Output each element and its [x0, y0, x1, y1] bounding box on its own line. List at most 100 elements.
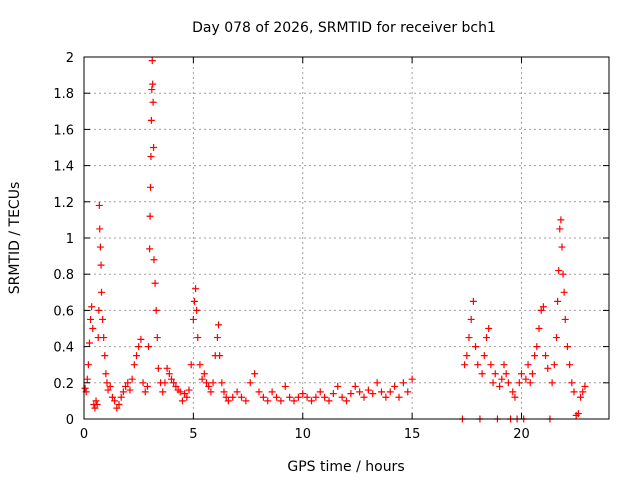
data-point: [89, 325, 97, 332]
data-point: [533, 343, 541, 351]
data-point: [286, 393, 294, 401]
data-point: [196, 361, 204, 369]
data-point: [189, 315, 197, 323]
data-point: [515, 379, 523, 387]
data-point: [369, 390, 377, 398]
data-point: [168, 375, 175, 383]
data-point: [556, 225, 564, 233]
data-point: [147, 116, 155, 124]
data-point: [193, 306, 201, 314]
data-point: [524, 361, 532, 369]
y-tick-label: 0.2: [53, 377, 74, 392]
grid-lines: [84, 57, 609, 419]
data-point: [474, 361, 482, 369]
data-point: [242, 397, 250, 405]
data-point: [81, 384, 89, 392]
data-point: [478, 370, 486, 378]
data-point: [126, 386, 134, 394]
data-point: [159, 388, 167, 396]
data-point: [143, 382, 151, 390]
data-point: [147, 153, 155, 161]
data-point: [187, 361, 195, 369]
y-tick-label: 0.6: [53, 304, 74, 319]
data-point: [139, 379, 147, 387]
data-point: [216, 352, 224, 360]
data-point: [399, 379, 407, 387]
data-point: [281, 382, 289, 390]
data-point: [222, 393, 230, 401]
data-point: [491, 370, 499, 378]
data-point: [106, 382, 114, 390]
data-point: [183, 393, 191, 401]
data-point: [102, 370, 110, 378]
data-point: [194, 334, 202, 342]
data-point: [95, 201, 103, 209]
data-point: [277, 397, 285, 405]
data-point: [550, 361, 558, 369]
data-point: [224, 397, 232, 405]
data-point: [395, 393, 403, 401]
data-point: [581, 382, 589, 390]
data-point: [560, 288, 568, 296]
data-point: [135, 343, 143, 351]
x-tick-label: 5: [189, 427, 197, 442]
data-point: [504, 379, 512, 387]
data-point: [246, 379, 254, 387]
data-point: [509, 388, 517, 396]
data-point: [502, 370, 510, 378]
data-point: [294, 393, 302, 401]
data-point: [141, 388, 149, 396]
data-point: [489, 379, 497, 387]
data-point: [303, 393, 311, 401]
data-point: [113, 404, 121, 412]
data-point: [92, 397, 100, 405]
data-point: [548, 379, 556, 387]
data-point: [103, 379, 111, 387]
data-point: [500, 361, 508, 369]
data-point: [119, 388, 127, 396]
data-point: [325, 397, 333, 405]
data-point: [329, 390, 337, 398]
data-point: [404, 388, 412, 396]
data-point: [465, 334, 473, 342]
data-point: [273, 393, 280, 401]
x-tick-label: 15: [404, 427, 421, 442]
data-point: [192, 285, 200, 293]
data-point: [511, 393, 519, 401]
data-point: [96, 225, 104, 233]
data-point: [229, 393, 237, 401]
y-tick-label: 0.8: [53, 268, 74, 283]
data-point: [207, 388, 215, 396]
data-point: [85, 339, 93, 347]
data-point: [382, 393, 390, 401]
data-point: [299, 390, 307, 398]
data-point: [268, 388, 276, 396]
data-point: [338, 393, 346, 401]
data-point: [557, 216, 565, 224]
data-point: [95, 306, 103, 314]
data-point: [360, 393, 368, 401]
data-point: [290, 397, 298, 405]
data-point: [487, 361, 495, 369]
data-point: [203, 379, 210, 387]
data-point: [485, 325, 493, 332]
data-point: [308, 397, 315, 405]
data-point: [472, 343, 480, 351]
data-point: [150, 256, 158, 264]
data-point: [531, 352, 539, 360]
data-point: [98, 288, 105, 296]
data-point: [133, 352, 140, 360]
data-point: [137, 335, 145, 343]
data-point: [148, 57, 156, 65]
data-point: [233, 388, 241, 396]
data-point: [334, 382, 342, 390]
data-point: [480, 352, 488, 360]
data-point: [91, 404, 99, 412]
data-point: [161, 379, 169, 387]
data-point: [373, 379, 381, 387]
data-points: [81, 57, 589, 423]
data-point: [146, 212, 154, 220]
data-point: [408, 375, 416, 383]
data-point: [378, 388, 385, 396]
y-tick-label: 0.4: [53, 341, 74, 356]
